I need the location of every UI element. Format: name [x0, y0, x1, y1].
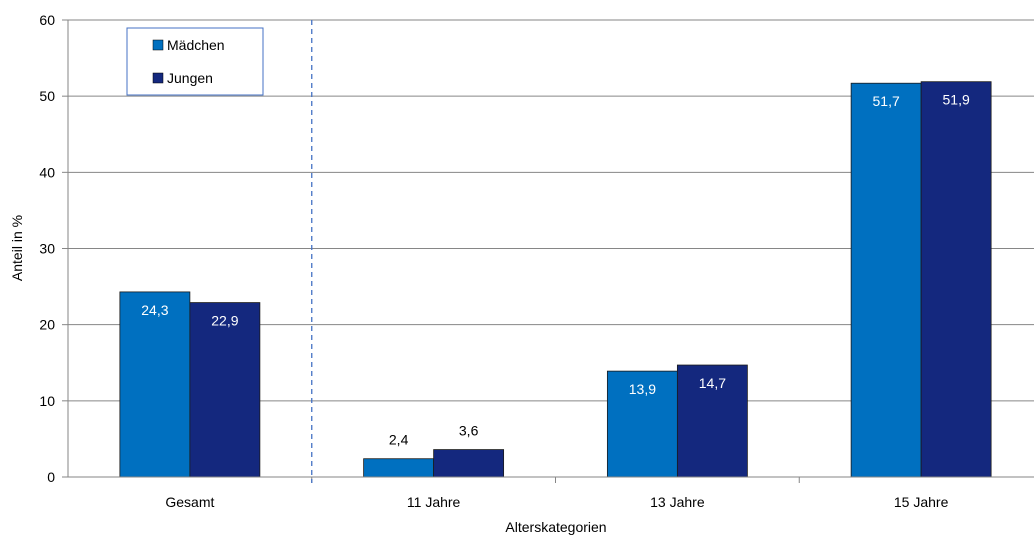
x-tick-label: 13 Jahre: [650, 494, 705, 510]
y-tick-label: 60: [39, 12, 55, 28]
y-axis-ticks: 0 10 20 30 40 50 60: [39, 12, 68, 485]
y-tick-label: 20: [39, 317, 55, 333]
data-label: 3,6: [459, 423, 479, 439]
y-tick-label: 40: [39, 164, 55, 180]
data-label: 2,4: [389, 432, 409, 448]
data-label: 51,7: [873, 93, 900, 109]
data-label: 22,9: [211, 313, 238, 329]
data-labels: 24,3 22,9 2,4 3,6 13,9 14,7 51,7 51,9: [141, 92, 970, 448]
legend-swatch-jungen: [152, 72, 164, 84]
x-axis-title: Alterskategorien: [505, 519, 606, 535]
bar-maedchen: [606, 370, 678, 478]
bar-maedchen: [850, 82, 922, 478]
legend-swatch-maedchen: [152, 39, 164, 51]
data-label: 24,3: [141, 302, 168, 318]
data-label: 14,7: [699, 375, 726, 391]
legend-box: [126, 27, 264, 96]
x-tick-label: Gesamt: [165, 494, 214, 510]
y-axis-title: Anteil in %: [9, 215, 25, 281]
legend: Mädchen Jungen: [126, 27, 264, 96]
legend-label-jungen: Jungen: [167, 70, 213, 86]
bar-jungen: [920, 81, 992, 478]
x-axis: Gesamt 11 Jahre 13 Jahre 15 Jahre: [67, 20, 1034, 510]
data-label: 51,9: [943, 92, 970, 108]
bars: [119, 81, 992, 478]
bar-jungen: [433, 449, 505, 478]
y-tick-label: 10: [39, 393, 55, 409]
legend-label-maedchen: Mädchen: [167, 37, 225, 53]
data-label: 13,9: [629, 381, 656, 397]
x-tick-label: 15 Jahre: [894, 494, 949, 510]
bar-maedchen: [119, 291, 191, 478]
x-tick-label: 11 Jahre: [407, 494, 461, 510]
y-tick-label: 0: [47, 469, 55, 485]
bar-jungen: [676, 364, 748, 478]
bar-jungen: [189, 302, 261, 478]
y-tick-label: 30: [39, 241, 55, 257]
y-tick-label: 50: [39, 88, 55, 104]
bar-maedchen: [363, 458, 435, 478]
